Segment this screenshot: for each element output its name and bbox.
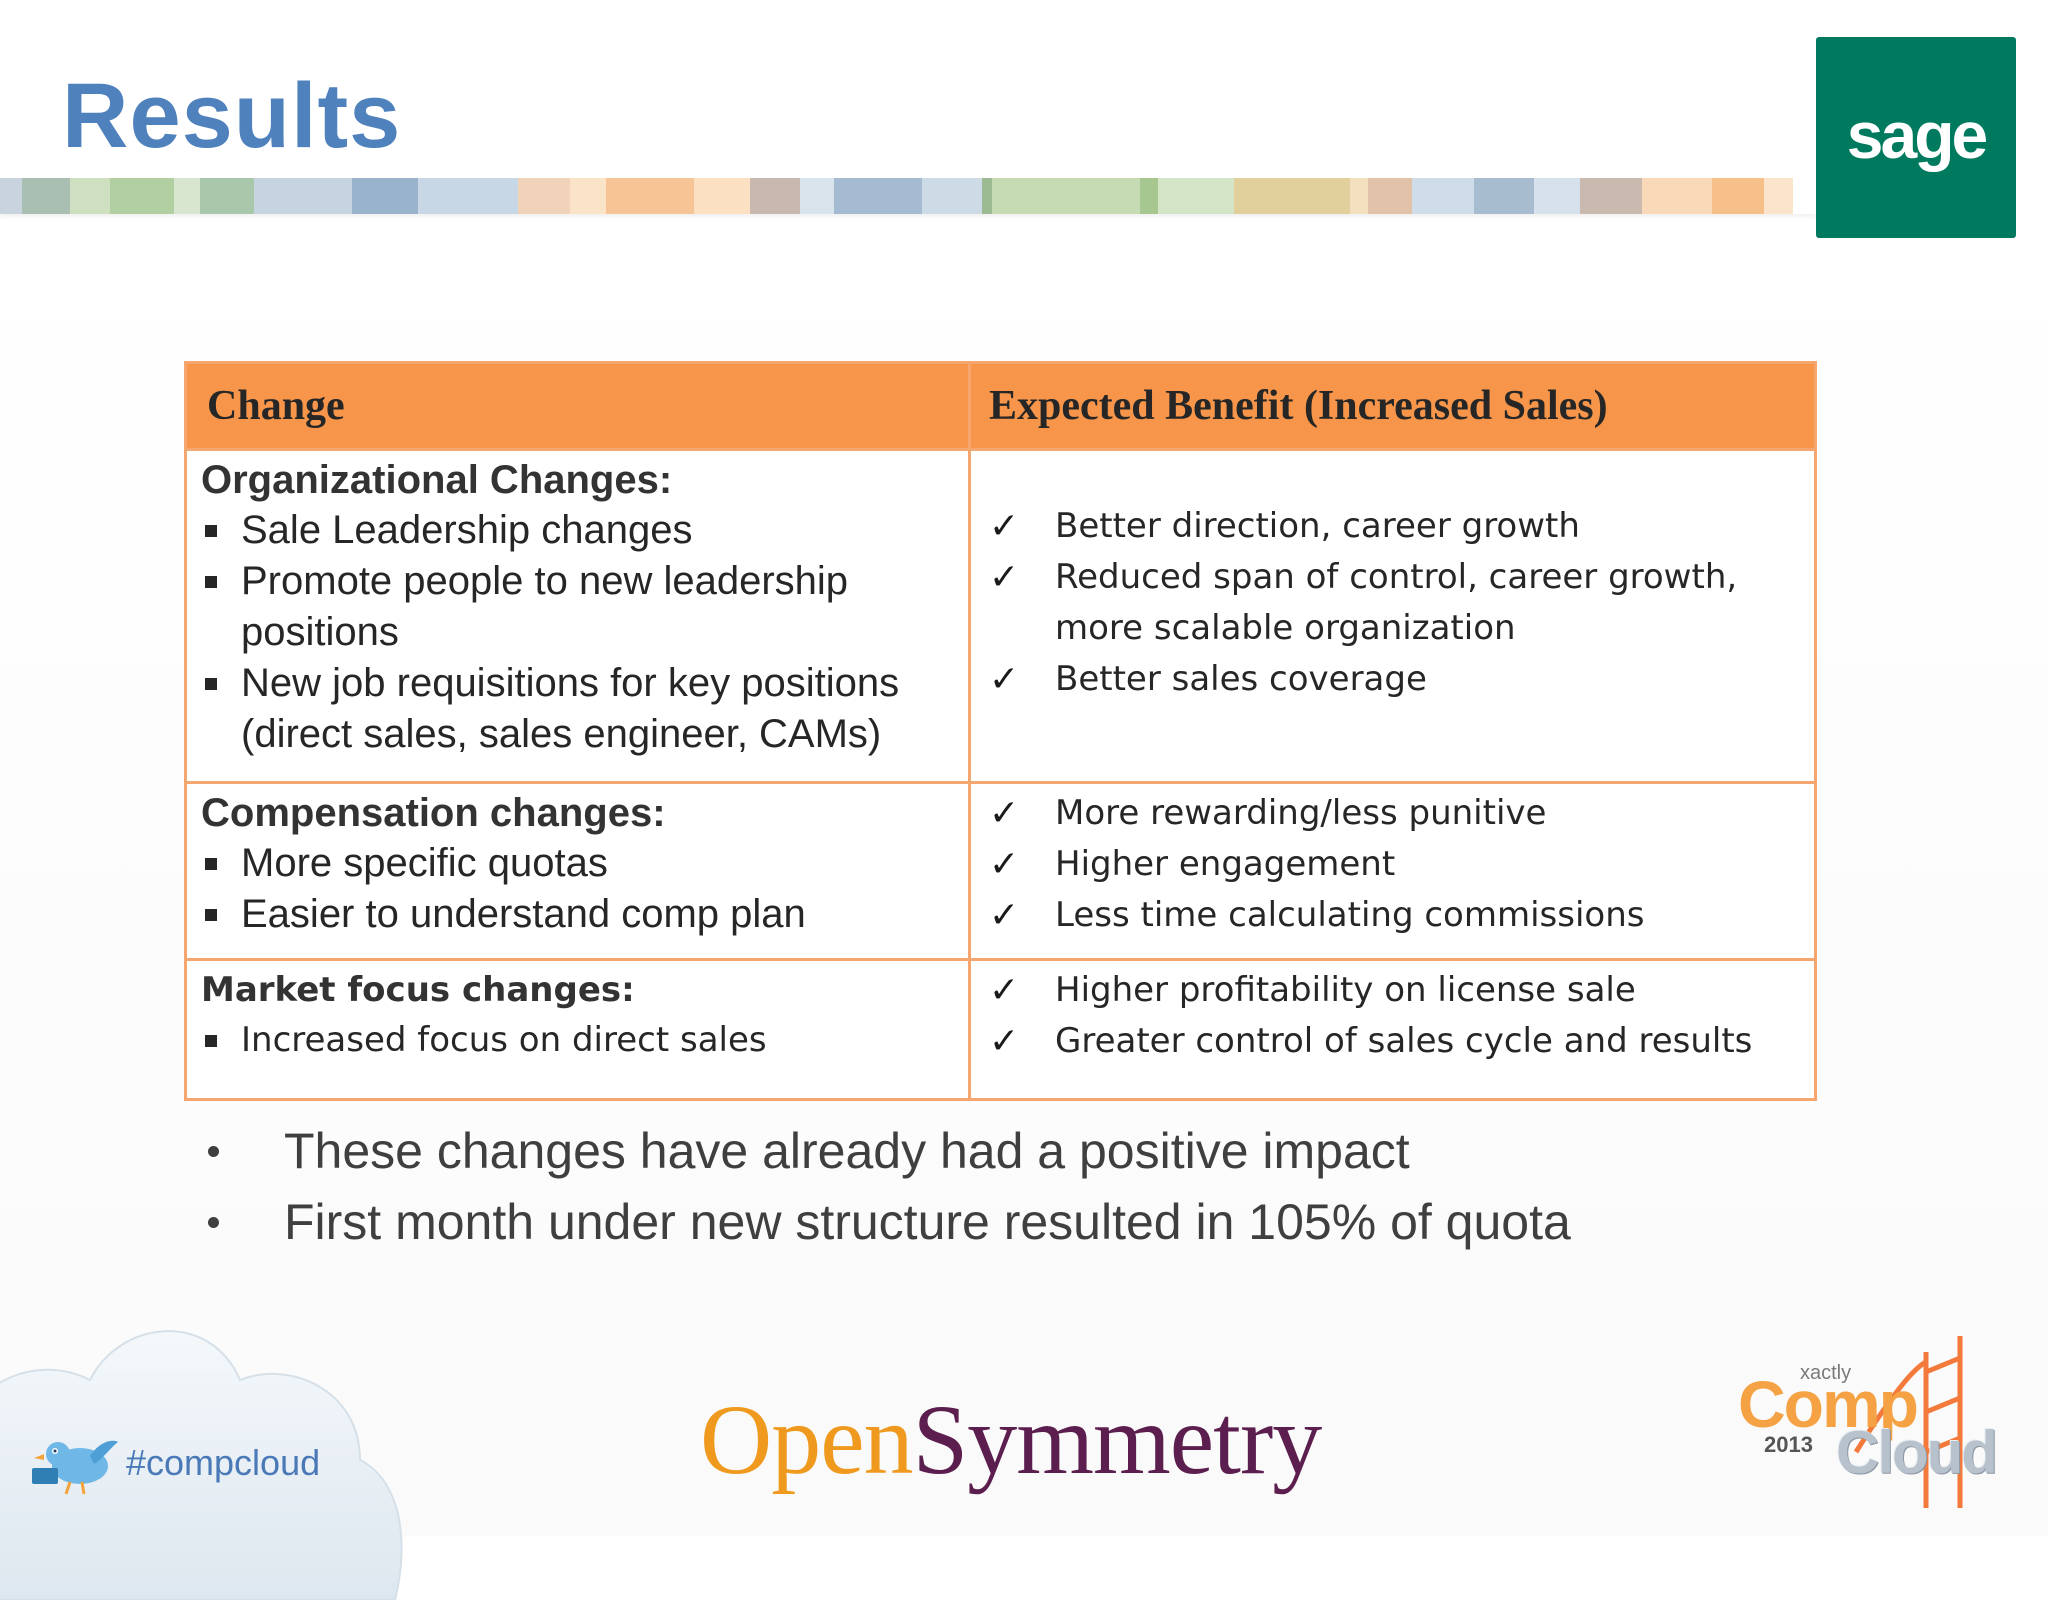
opensymmetry-logo-open: Open [700,1384,914,1495]
square-bullet-icon [205,678,217,690]
benefit-cell: ✓ Higher profitability on license sale ✓ G… [968,958,1817,1101]
list-item-text: Sale Leadership changes [241,508,693,552]
change-cell: Compensation changes: More specific quot… [184,781,971,961]
twitter-bird-icon [32,1440,118,1495]
checkmark-icon: ✓ [989,970,1020,1011]
benefit-list: ✓ Higher profitability on license sale ✓ G… [983,965,1804,1067]
category-title: Market focus changes: [201,970,635,1010]
list-item-text: Increased focus on direct sales [241,1020,767,1060]
list-item: Easier to understand comp plan [201,889,958,940]
benefit-cell: ✓ More rewarding/less punitive ✓ Higher en… [968,781,1817,961]
list-item: ✓ Higher engagement [983,839,1804,890]
list-item: New job requisitions for key positions (… [201,658,958,760]
results-table: Change Expected Benefit (Increased Sales… [184,361,1817,1101]
square-bullet-icon [205,576,217,588]
summary-bullet: First month under new structure resulted… [200,1187,1571,1258]
change-list: More specific quotas Easier to understan… [201,838,958,940]
category-title: Organizational Changes: [201,458,673,502]
header-expected-benefit: Expected Benefit (Increased Sales) [968,361,1817,451]
checkmark-icon: ✓ [989,895,1020,936]
benefit-list: ✓ More rewarding/less punitive ✓ Higher en… [983,788,1804,941]
list-item-text: More specific quotas [241,841,608,885]
header-change: Change [184,361,971,451]
benefit-cell: ✓ Better direction, career growth ✓ Reduce… [968,448,1817,784]
summary-bullets: These changes have already had a positiv… [200,1116,1571,1258]
list-item-text: Better direction, career growth [1055,506,1580,546]
list-item-text: Higher profitability on license sale [1055,970,1636,1010]
change-list: Increased focus on direct sales [201,1015,958,1066]
list-item-text: New job requisitions for key positions (… [241,661,900,756]
opensymmetry-logo-symmetry: Symmetry [912,1384,1323,1495]
golden-gate-bridge-icon [1853,1336,1963,1508]
list-item-text: Better sales coverage [1055,659,1427,699]
square-bullet-icon [205,525,217,537]
list-item-text: Reduced span of control, career growth, … [1055,557,1738,648]
list-item: ✓ Better direction, career growth [983,501,1804,552]
table-row-market-focus: Market focus changes: Increased focus on… [184,958,1817,1101]
list-item-text: Easier to understand comp plan [241,892,806,936]
summary-bullet-text: These changes have already had a positiv… [284,1123,1410,1179]
list-item: Sale Leadership changes [201,505,958,556]
slide-title: Results [62,65,402,167]
list-item: Promote people to new leadership positio… [201,556,958,658]
checkmark-icon: ✓ [989,844,1020,885]
list-item: ✓ Less time calculating commissions [983,890,1804,941]
list-item: ✓ More rewarding/less punitive [983,788,1804,839]
checkmark-icon: ✓ [989,793,1020,834]
list-item: ✓ Higher profitability on license sale [983,965,1804,1016]
benefit-list: ✓ Better direction, career growth ✓ Reduce… [983,501,1804,705]
table-row-compensation: Compensation changes: More specific quot… [184,781,1817,961]
round-bullet-icon [208,1217,219,1228]
list-item-text: More rewarding/less punitive [1055,793,1547,833]
square-bullet-icon [205,858,217,870]
list-item-text: Promote people to new leadership positio… [241,559,849,654]
list-item: ✓ Greater control of sales cycle and resu… [983,1016,1804,1067]
change-cell: Organizational Changes: Sale Leadership … [184,448,971,784]
square-bullet-icon [205,909,217,921]
list-item-text: Higher engagement [1055,844,1396,884]
summary-bullet-text: First month under new structure resulted… [284,1194,1571,1250]
sage-logo: sage [1816,37,2016,238]
table-header-row: Change Expected Benefit (Increased Sales… [184,361,1817,451]
list-item-text: Less time calculating commissions [1055,895,1645,935]
hashtag-text: #compcloud [126,1442,321,1483]
opensymmetry-logo: OpenSymmetry [700,1382,1323,1497]
change-list: Sale Leadership changes Promote people t… [201,505,958,760]
summary-bullet: These changes have already had a positiv… [200,1116,1571,1187]
checkmark-icon: ✓ [989,659,1020,700]
list-item: ✓ Better sales coverage [983,654,1804,705]
decorative-stripe [0,178,1816,214]
checkmark-icon: ✓ [989,1021,1020,1062]
round-bullet-icon [208,1146,219,1157]
list-item-text: Greater control of sales cycle and resul… [1055,1021,1753,1061]
square-bullet-icon [205,1035,217,1047]
cloud-graphic [0,1330,403,1600]
category-title: Compensation changes: [201,791,666,835]
list-item: ✓ Reduced span of control, career growth,… [983,552,1804,654]
table-row-organizational: Organizational Changes: Sale Leadership … [184,448,1817,784]
checkmark-icon: ✓ [989,506,1020,547]
change-cell: Market focus changes: Increased focus on… [184,958,971,1101]
compcloud-logo-comp: Comp [1738,1367,1919,1441]
list-item: Increased focus on direct sales [201,1015,958,1066]
checkmark-icon: ✓ [989,557,1020,598]
sage-logo-text: sage [1846,97,1988,172]
compcloud-logo-cloud: Cloud [1836,1419,1998,1486]
compcloud-logo-year: 2013 [1764,1432,1813,1457]
compcloud-logo-brand: xactly [1800,1362,1852,1384]
list-item: More specific quotas [201,838,958,889]
